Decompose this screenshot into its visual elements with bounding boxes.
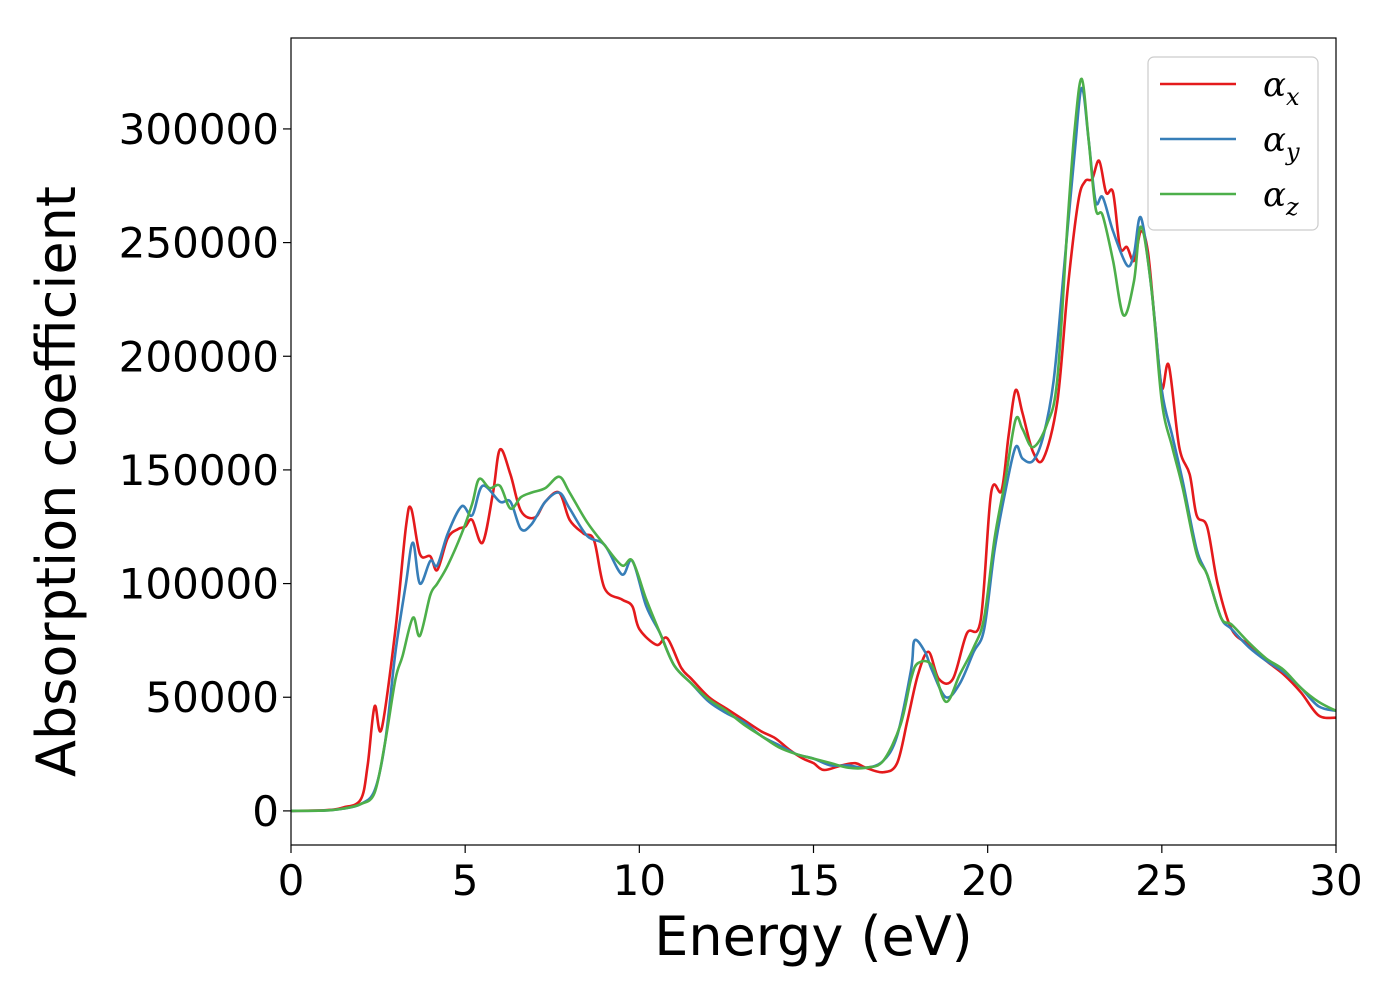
x-axis-ticks: 0 5 10 15 20 25 30 (278, 845, 1363, 905)
x-axis-label: Energy (eV) (654, 905, 973, 968)
y-axis-ticks: 0 50000 100000 150000 200000 250000 300000 (119, 105, 291, 836)
y-tick-label: 100000 (119, 560, 279, 609)
legend-label-z: αz (1263, 175, 1299, 221)
y-tick-label: 300000 (119, 105, 279, 154)
y-tick-label: 0 (252, 787, 279, 836)
plot-area (290, 37, 1337, 846)
x-tick-label: 15 (787, 856, 840, 905)
legend-label-y: αy (1263, 120, 1300, 166)
x-tick-label: 25 (1135, 856, 1188, 905)
x-tick-label: 30 (1309, 856, 1362, 905)
legend-label-x: αx (1263, 65, 1300, 111)
x-tick-label: 0 (278, 856, 305, 905)
legend: αx αy αz (1147, 56, 1319, 231)
y-axis-label: Absorption coefficient (25, 186, 88, 777)
y-tick-label: 50000 (145, 673, 279, 722)
x-tick-label: 20 (961, 856, 1014, 905)
x-tick-label: 5 (452, 856, 479, 905)
series-group (291, 77, 1336, 813)
y-tick-label: 250000 (119, 219, 279, 268)
legend-frame (1147, 56, 1319, 231)
x-tick-label: 10 (613, 856, 666, 905)
series-line-z (291, 77, 1336, 813)
y-tick-label: 200000 (119, 332, 279, 381)
y-tick-label: 150000 (119, 446, 279, 495)
